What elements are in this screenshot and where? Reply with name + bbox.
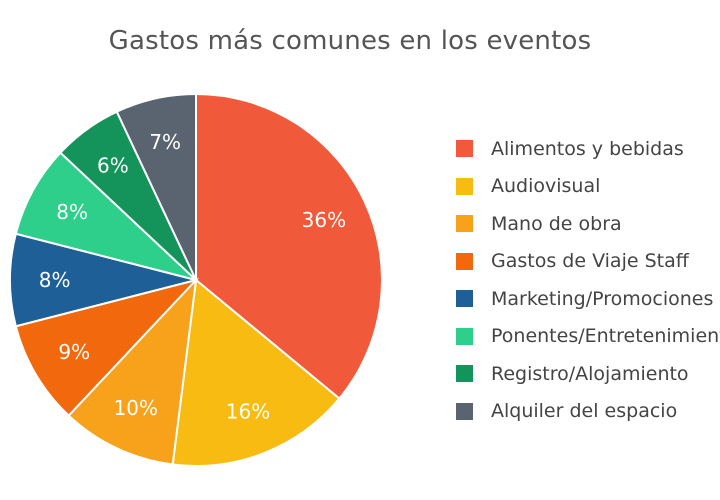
- legend-swatch: [456, 177, 473, 195]
- legend-label: Mano de obra: [491, 212, 622, 235]
- slice-label: 6%: [97, 154, 129, 178]
- pie-slice: [67, 277, 198, 466]
- legend-item: Mano de obra: [456, 205, 720, 243]
- legend-item: Gastos de Viaje Staff: [456, 243, 720, 281]
- legend-item: Audiovisual: [456, 168, 720, 206]
- pie-slices: [9, 92, 383, 467]
- legend-label: Gastos de Viaje Staff: [491, 250, 689, 273]
- slice-label: 7%: [149, 130, 181, 154]
- slice-label: 10%: [114, 396, 158, 420]
- slice-label: 36%: [302, 208, 346, 232]
- pie-slice: [171, 278, 341, 467]
- pie-slice: [14, 278, 200, 418]
- legend-label: Marketing/Promociones: [491, 287, 714, 310]
- legend-swatch: [456, 215, 473, 233]
- pie-slice: [115, 92, 197, 281]
- legend-label: Ponentes/Entretenimiento: [491, 325, 720, 348]
- chart-title: Gastos más comunes en los eventos: [108, 26, 592, 56]
- slice-label: 16%: [226, 399, 270, 423]
- legend-swatch: [456, 402, 473, 420]
- legend-swatch: [456, 327, 473, 345]
- legend-label: Alquiler del espacio: [491, 400, 678, 423]
- legend-swatch: [456, 290, 473, 308]
- legend-item: Registro/Alojamiento: [456, 355, 720, 393]
- legend-swatch: [456, 140, 473, 158]
- legend-swatch: [456, 252, 473, 270]
- slice-label: 8%: [39, 268, 71, 292]
- pie-slice: [14, 151, 197, 281]
- pie-slice-labels: 36% 16% 10% 9% 8% 8% 6% 7%: [39, 130, 346, 423]
- slice-label: 8%: [56, 200, 88, 224]
- legend-swatch: [456, 365, 473, 383]
- pie-slice: [9, 232, 197, 328]
- legend: Alimentos y bebidas Audiovisual Mano de ob…: [456, 130, 720, 430]
- slice-label: 9%: [58, 340, 90, 364]
- legend-item: Marketing/Promociones: [456, 280, 720, 318]
- pie-slice: [195, 92, 383, 400]
- legend-label: Audiovisual: [491, 175, 601, 198]
- legend-item: Ponentes/Entretenimiento: [456, 318, 720, 356]
- legend-item: Alquiler del espacio: [456, 393, 720, 431]
- legend-item: Alimentos y bebidas: [456, 130, 720, 168]
- legend-label: Registro/Alojamiento: [491, 362, 689, 385]
- legend-label: Alimentos y bebidas: [491, 137, 684, 160]
